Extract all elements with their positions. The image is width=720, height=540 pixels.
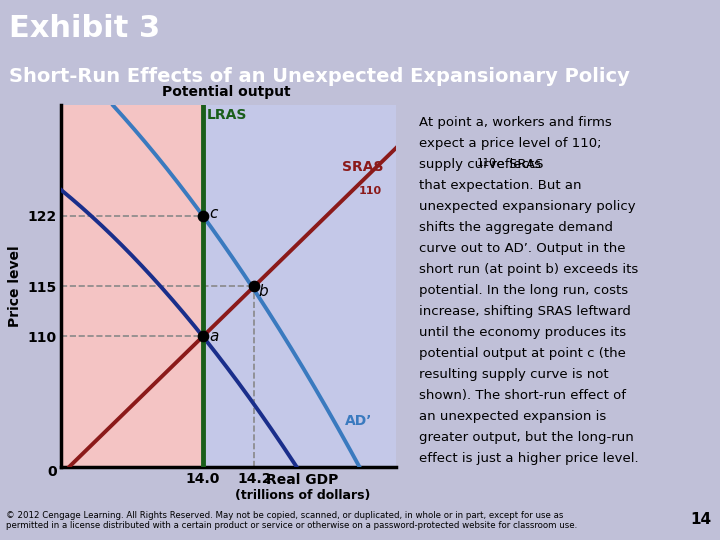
Text: greater output, but the long-run: greater output, but the long-run <box>419 431 634 444</box>
Text: potential output at point c (the: potential output at point c (the <box>419 347 626 360</box>
Text: an unexpected expansion is: an unexpected expansion is <box>419 410 606 423</box>
Text: short run (at point b) exceeds its: short run (at point b) exceeds its <box>419 263 638 276</box>
Text: LRAS: LRAS <box>207 108 247 122</box>
Text: potential. In the long run, costs: potential. In the long run, costs <box>419 284 628 297</box>
Point <box>248 282 260 291</box>
Text: Real GDP: Real GDP <box>266 473 338 487</box>
Y-axis label: Price level: Price level <box>7 245 22 327</box>
Text: 0: 0 <box>48 465 58 480</box>
Text: that expectation. But an: that expectation. But an <box>419 179 581 192</box>
Text: At point a, workers and firms: At point a, workers and firms <box>419 116 611 129</box>
Text: c: c <box>210 206 217 221</box>
Text: 14: 14 <box>690 512 711 527</box>
Text: (trillions of dollars): (trillions of dollars) <box>235 489 370 503</box>
Text: reflects: reflects <box>487 158 541 171</box>
Point <box>197 212 209 220</box>
Text: 110: 110 <box>359 186 382 195</box>
Text: curve out to AD’. Output in the: curve out to AD’. Output in the <box>419 242 625 255</box>
Text: AD’: AD’ <box>344 414 372 428</box>
Text: shifts the aggregate demand: shifts the aggregate demand <box>419 221 613 234</box>
Text: 110: 110 <box>477 158 497 168</box>
Text: until the economy produces its: until the economy produces its <box>419 326 626 339</box>
Text: shown). The short-run effect of: shown). The short-run effect of <box>419 389 626 402</box>
Text: a: a <box>210 329 219 345</box>
Text: expect a price level of 110;: expect a price level of 110; <box>419 137 601 150</box>
Text: unexpected expansionary policy: unexpected expansionary policy <box>419 200 635 213</box>
Text: © 2012 Cengage Learning. All Rights Reserved. May not be copied, scanned, or dup: © 2012 Cengage Learning. All Rights Rese… <box>6 511 577 530</box>
Text: Short-Run Effects of an Unexpected Expansionary Policy: Short-Run Effects of an Unexpected Expan… <box>9 68 629 86</box>
Text: Potential output: Potential output <box>163 85 291 99</box>
Point <box>197 332 209 341</box>
Text: SRAS: SRAS <box>342 160 384 174</box>
Text: increase, shifting SRAS leftward: increase, shifting SRAS leftward <box>419 305 631 318</box>
Text: b: b <box>258 284 268 299</box>
Text: Exhibit 3: Exhibit 3 <box>9 14 160 43</box>
Text: effect is just a higher price level.: effect is just a higher price level. <box>419 452 639 465</box>
Text: resulting supply curve is not: resulting supply curve is not <box>419 368 608 381</box>
Bar <box>203 105 396 467</box>
Text: supply curve SRAS: supply curve SRAS <box>419 158 544 171</box>
